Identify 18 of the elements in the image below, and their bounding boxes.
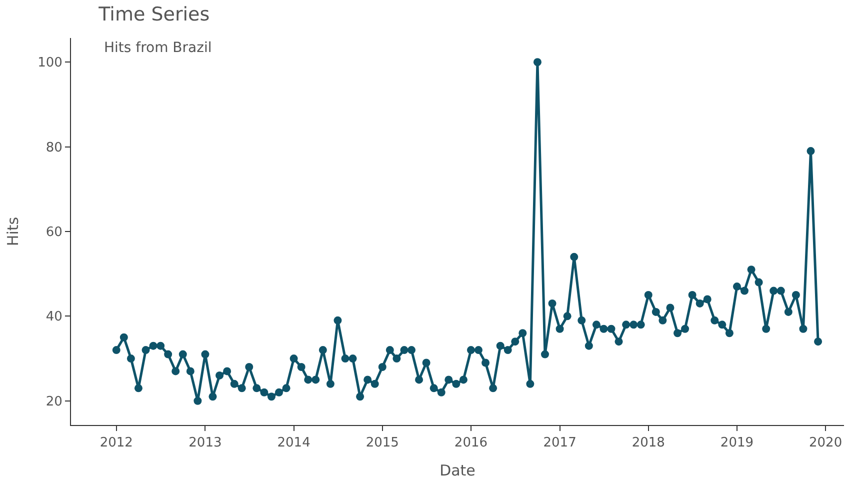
x-tick-label: 2016	[454, 436, 488, 451]
annotation: Hits from Brazil	[104, 40, 212, 56]
x-axis-title: Date	[440, 462, 476, 480]
x-tick-label: 2019	[720, 436, 754, 451]
x-tick-label: 2017	[543, 436, 576, 451]
x-tick-label: 2014	[277, 436, 310, 451]
y-axis-title: Hits	[4, 216, 22, 246]
x-tick-label: 2013	[188, 436, 222, 451]
x-tick-label: 2012	[100, 436, 133, 451]
y-tick-label: 20	[46, 394, 62, 410]
x-tick-label: 2015	[366, 436, 399, 451]
y-tick-label: 40	[46, 310, 62, 325]
y-tick-label: 80	[46, 140, 62, 156]
x-tick-label: 2018	[632, 436, 665, 451]
chart-title: Time Series	[98, 4, 210, 26]
y-tick-label: 60	[46, 225, 62, 240]
x-tick-label: 2020	[809, 436, 842, 451]
y-tick-label: 100	[38, 56, 62, 71]
